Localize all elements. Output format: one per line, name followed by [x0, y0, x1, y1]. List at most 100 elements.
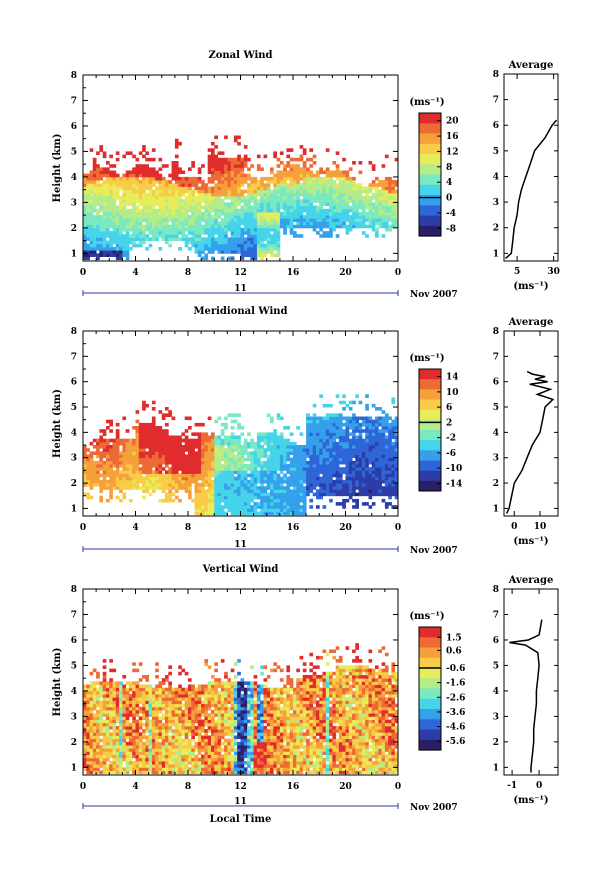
- heatmap-cell: [237, 237, 241, 241]
- heatmap-cell: [99, 215, 103, 219]
- heatmap-cell: [375, 420, 379, 424]
- heatmap-cell: [109, 767, 113, 771]
- heatmap-cell: [122, 496, 126, 500]
- heatmap-cell: [204, 474, 208, 478]
- heatmap-cell: [346, 209, 350, 213]
- heatmap-cell: [221, 218, 225, 222]
- heatmap-cell: [96, 177, 100, 181]
- heatmap-cell: [362, 470, 366, 474]
- heatmap-cell: [165, 218, 169, 222]
- heatmap-cell: [181, 215, 185, 219]
- heatmap-cell: [188, 215, 192, 219]
- heatmap-cell: [142, 228, 146, 232]
- heatmap-cell: [362, 486, 366, 490]
- heatmap-cell: [247, 190, 251, 194]
- date-label: Nov 2007: [410, 290, 458, 300]
- heatmap-cell: [214, 167, 218, 171]
- heatmap-cell: [106, 755, 110, 759]
- heatmap-cell: [90, 732, 94, 736]
- heatmap-cell: [296, 502, 300, 506]
- heatmap-cell: [106, 486, 110, 490]
- heatmap-cell: [208, 177, 212, 181]
- heatmap-cell: [300, 174, 304, 178]
- heatmap-cell: [391, 212, 395, 216]
- heatmap-cell: [231, 164, 235, 168]
- heatmap-cell: [365, 442, 369, 446]
- heatmap-cell: [175, 215, 179, 219]
- heatmap-cell: [250, 493, 254, 497]
- heatmap-cell: [165, 234, 169, 238]
- heatmap-cell: [159, 206, 163, 210]
- heatmap-cell: [211, 196, 215, 200]
- heatmap-cell: [309, 429, 313, 433]
- heatmap-cell: [369, 215, 373, 219]
- heatmap-cell: [201, 423, 205, 427]
- heatmap-cell: [132, 177, 136, 181]
- heatmap-cell: [106, 751, 110, 755]
- heatmap-cell: [218, 190, 222, 194]
- heatmap-cell: [132, 183, 136, 187]
- heatmap-cell: [159, 218, 163, 222]
- heatmap-cell: [237, 234, 241, 238]
- heatmap-cell: [339, 477, 343, 481]
- heatmap-cell: [359, 451, 363, 455]
- colorbar-swatch: [419, 175, 441, 186]
- heatmap-cell: [224, 247, 228, 251]
- heatmap-cell: [155, 436, 159, 440]
- heatmap-cell: [96, 771, 100, 775]
- heatmap-cell: [241, 158, 245, 162]
- heatmap-cell: [264, 190, 268, 194]
- heatmap-cell: [168, 470, 172, 474]
- heatmap-cell: [323, 442, 327, 446]
- heatmap-cell: [250, 196, 254, 200]
- heatmap-cell: [218, 212, 222, 216]
- heatmap-cell: [385, 483, 389, 487]
- heatmap-cell: [159, 432, 163, 436]
- colorbar-tick-label: 20: [446, 117, 459, 127]
- heatmap-cell: [359, 442, 363, 446]
- heatmap-cell: [234, 225, 238, 229]
- heatmap-cell: [211, 464, 215, 468]
- heatmap-cell: [83, 253, 87, 257]
- heatmap-cell: [106, 748, 110, 752]
- heatmap-cell: [113, 451, 117, 455]
- heatmap-cell: [139, 455, 143, 459]
- heatmap-cell: [99, 234, 103, 238]
- heatmap-cell: [231, 470, 235, 474]
- heatmap-cell: [247, 231, 251, 235]
- heatmap-cell: [273, 244, 277, 248]
- heatmap-cell: [83, 707, 87, 711]
- heatmap-cell: [277, 464, 281, 468]
- heatmap-cell: [83, 745, 87, 749]
- heatmap-cell: [142, 174, 146, 178]
- heatmap-cell: [204, 436, 208, 440]
- heatmap-cell: [195, 464, 199, 468]
- heatmap-cell: [139, 241, 143, 245]
- heatmap-cell: [155, 442, 159, 446]
- heatmap-cell: [329, 225, 333, 229]
- heatmap-cell: [172, 171, 176, 175]
- heatmap-cell: [273, 505, 277, 509]
- heatmap-cell: [165, 439, 169, 443]
- heatmap-cell: [122, 183, 126, 187]
- heatmap-cell: [323, 451, 327, 455]
- heatmap-cell: [306, 467, 310, 471]
- colorbar-swatch: [419, 113, 441, 124]
- heatmap-cell: [178, 193, 182, 197]
- heatmap-cell: [149, 480, 153, 484]
- heatmap-cell: [119, 480, 123, 484]
- heatmap-cell: [211, 180, 215, 184]
- heatmap-cell: [103, 486, 107, 490]
- heatmap-cell: [83, 180, 87, 184]
- heatmap-cell: [198, 218, 202, 222]
- heatmap-cell: [385, 467, 389, 471]
- heatmap-cell: [106, 726, 110, 730]
- heatmap-cell: [178, 499, 182, 503]
- heatmap-cell: [103, 771, 107, 775]
- heatmap-cell: [309, 180, 313, 184]
- heatmap-cell: [188, 209, 192, 213]
- heatmap-cell: [342, 417, 346, 421]
- heatmap-cell: [326, 215, 330, 219]
- heatmap-cell: [116, 190, 120, 194]
- heatmap-cell: [280, 461, 284, 465]
